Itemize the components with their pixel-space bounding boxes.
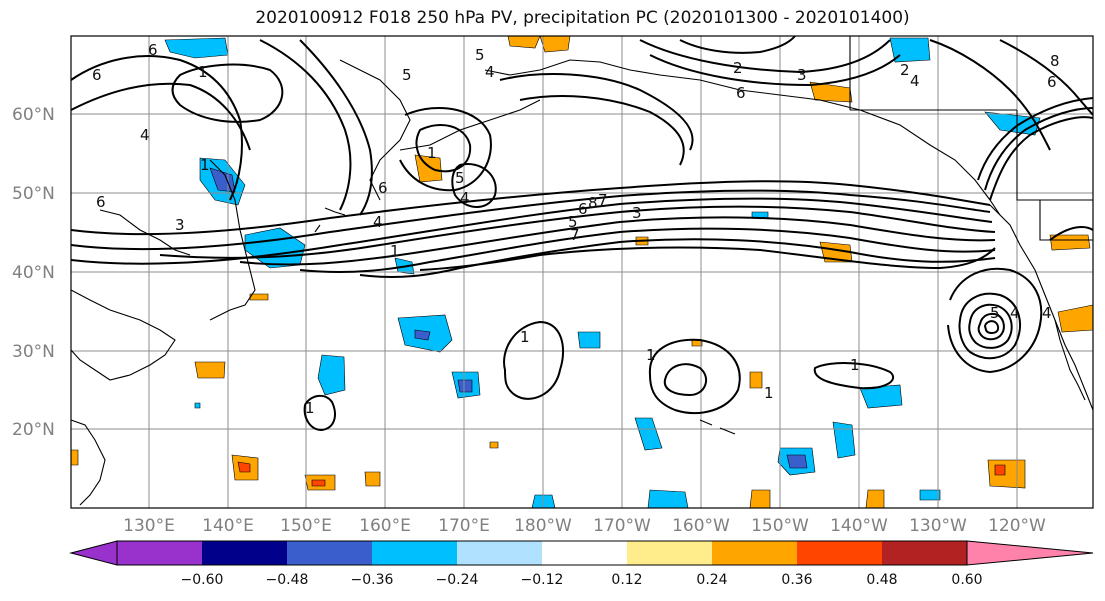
lon-label: 140°E xyxy=(202,516,254,536)
contour-label: 4 xyxy=(1042,304,1052,322)
contour-label: 5 xyxy=(455,169,465,187)
colorbar-segment xyxy=(457,541,542,565)
colorbar-tick-label: 0.24 xyxy=(696,572,727,588)
contour-label: 6 xyxy=(578,200,588,218)
colorbar: −0.60 −0.48 −0.36 −0.24 −0.12 0.12 0.24 … xyxy=(69,540,1094,588)
contour-label: 7 xyxy=(570,226,580,244)
colorbar-tick-label: 0.60 xyxy=(951,572,982,588)
colorbar-tick-label: −0.48 xyxy=(266,572,309,588)
lat-label-40n: 40°N xyxy=(12,263,55,283)
colorbar-outline xyxy=(116,540,968,566)
contour-label: 1 xyxy=(850,356,860,374)
contour-label: 1 xyxy=(764,384,774,402)
colorbar-tick-label: −0.36 xyxy=(351,572,394,588)
lon-label: 130°E xyxy=(123,516,175,536)
contour-label: 4 xyxy=(140,126,150,144)
colorbar-segment xyxy=(372,541,457,565)
lat-label-50n: 50°N xyxy=(12,184,55,204)
pv-contours xyxy=(70,35,1094,432)
contour-label: 6 xyxy=(92,66,102,84)
contour-label: 1 xyxy=(390,242,400,260)
lon-label: 130°W xyxy=(909,516,967,536)
contour-label: 3 xyxy=(632,204,642,222)
colorbar-tick-label: −0.60 xyxy=(181,572,224,588)
contour-label: 5 xyxy=(568,213,578,231)
contour-label: 1 xyxy=(520,328,530,346)
contour-label: 2 xyxy=(733,59,743,77)
colorbar-segment xyxy=(542,541,627,565)
contour-label: 5 xyxy=(402,66,412,84)
contour-label: 8 xyxy=(588,194,598,212)
colorbar-segment xyxy=(627,541,712,565)
colorbar-segment xyxy=(882,541,967,565)
colorbar-tick-label: 0.48 xyxy=(866,572,897,588)
contour-label: 6 xyxy=(736,84,746,102)
coastlines xyxy=(70,36,1094,506)
lon-label: 150°W xyxy=(751,516,809,536)
map-frame xyxy=(70,35,1094,509)
precip-shading xyxy=(70,35,1094,509)
lat-label-60n: 60°N xyxy=(12,105,55,125)
lat-label-30n: 30°N xyxy=(12,342,55,362)
contour-label: 6 xyxy=(96,193,106,211)
contour-label: 4 xyxy=(373,213,383,231)
lon-label: 180°W xyxy=(514,516,572,536)
colorbar-segment xyxy=(712,541,797,565)
contour-label: 1 xyxy=(427,144,437,162)
contour-label: 5 xyxy=(990,304,1000,322)
lon-label: 160°W xyxy=(672,516,730,536)
contour-label: 4 xyxy=(460,189,470,207)
contour-label: 5 xyxy=(475,46,485,64)
contour-label: 8 xyxy=(1050,52,1060,70)
contour-label: 2 xyxy=(900,61,910,79)
lon-label: 170°E xyxy=(438,516,490,536)
contour-label: 6 xyxy=(378,179,388,197)
lon-label: 160°E xyxy=(359,516,411,536)
colorbar-extend-low xyxy=(69,540,118,566)
lon-label: 150°E xyxy=(280,516,332,536)
contour-label: 3 xyxy=(175,216,185,234)
colorbar-tick-label: −0.24 xyxy=(436,572,479,588)
contour-label: 7 xyxy=(598,191,608,209)
map-title: 2020100912 F018 250 hPa PV, precipitatio… xyxy=(255,8,910,28)
colorbar-tick-label: 0.36 xyxy=(781,572,812,588)
contour-label: 4 xyxy=(1010,304,1020,322)
contour-label: 6 xyxy=(1047,73,1057,91)
colorbar-segment xyxy=(202,541,287,565)
contour-label: 3 xyxy=(797,66,807,84)
colorbar-extend-high xyxy=(966,540,1094,566)
contour-label: 1 xyxy=(200,156,210,174)
colorbar-tick-label: −0.12 xyxy=(521,572,564,588)
contour-label: 6 xyxy=(148,41,158,59)
contour-label: 4 xyxy=(485,63,495,81)
lon-label: 120°W xyxy=(988,516,1046,536)
lon-label: 140°W xyxy=(830,516,888,536)
colorbar-segment xyxy=(797,541,882,565)
lon-label: 170°W xyxy=(593,516,651,536)
contour-label: 1 xyxy=(198,63,208,81)
colorbar-segment xyxy=(117,541,202,565)
colorbar-tick-label: 0.12 xyxy=(611,572,642,588)
latitude-labels: 60°N 50°N 40°N 30°N 20°N xyxy=(12,105,55,440)
longitude-labels: 130°E 140°E 150°E 160°E 170°E 180°W 170°… xyxy=(123,516,1046,536)
contour-label: 1 xyxy=(646,346,656,364)
lat-label-20n: 20°N xyxy=(12,420,55,440)
contour-label: 4 xyxy=(910,72,920,90)
contour-label-group: 6 1 4 6 3 1 4 5 6 5 4 1 2 3 6 2 4 6 8 6 … xyxy=(92,41,1060,417)
colorbar-segment xyxy=(287,541,372,565)
contour-label: 1 xyxy=(305,399,315,417)
